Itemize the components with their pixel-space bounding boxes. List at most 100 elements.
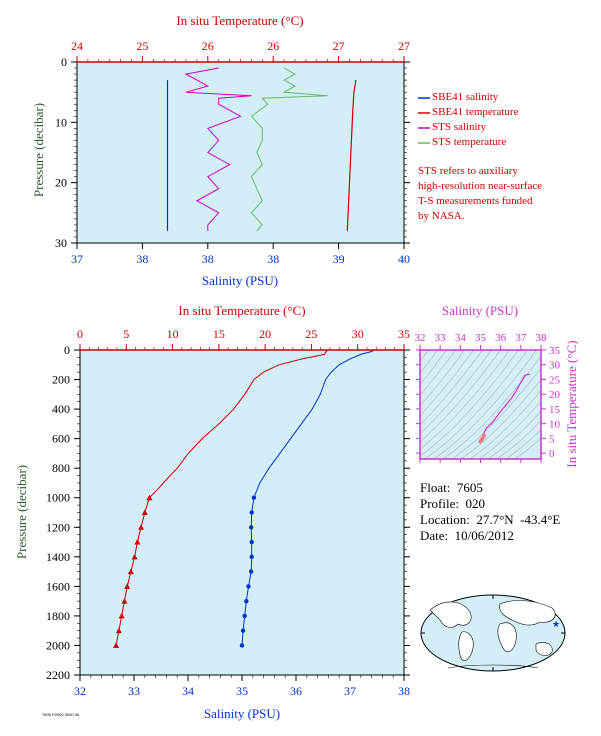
ts-density-contour — [505, 429, 541, 459]
ts-sal-tick-label: 38 — [536, 332, 548, 344]
main-pressure-tick-label: 600 — [52, 432, 70, 446]
main-temperature-line — [115, 349, 329, 646]
sts-note-line-1: STS refers to auxiliary — [418, 165, 518, 177]
ts-density-contour — [420, 350, 492, 434]
main-sal-tick-label: 38 — [398, 684, 410, 698]
main-temp-tick-label: 0 — [77, 327, 83, 341]
main-salinity-marker — [249, 510, 254, 515]
legend-label-sts-salinity: STS salinity — [432, 121, 487, 133]
top-temp-tick-label: 27 — [398, 39, 410, 53]
ts-temp-tick-label: 15 — [549, 404, 561, 416]
top-pressure-ticks: 0 10 20 30 — [55, 55, 410, 250]
legend-label-sbe41-salinity: SBE41 salinity — [432, 91, 499, 103]
ts-sal-tick-label: 32 — [415, 332, 426, 344]
legend — [418, 97, 430, 144]
top-temp-tick-label: 24 — [71, 39, 83, 53]
top-sal-tick-label: 39 — [333, 252, 345, 266]
sts-note-line-2: high-resolution near-surface — [418, 180, 543, 192]
top-temp-tick-label: 27 — [333, 39, 345, 53]
main-pressure-ticks: 0 200 400 600 800 1000 1200 1400 1600 1800 2000 220… — [46, 343, 410, 682]
ts-density-contour — [442, 355, 541, 459]
main-salinity-marker — [248, 525, 254, 530]
main-data-series — [113, 349, 375, 648]
ts-density-contour — [420, 350, 501, 443]
main-pressure-tick-label: 1000 — [46, 491, 70, 505]
ts-temp-tick-label: 0 — [549, 448, 555, 460]
main-salinity-marker — [246, 584, 251, 589]
float-id: Float: 7605 — [420, 480, 483, 495]
map-land-australia — [535, 642, 553, 656]
ts-density-contour — [420, 350, 474, 416]
ts-density-contour — [496, 420, 541, 459]
ts-density-contours — [420, 350, 541, 459]
top-temp-tick-label: 26 — [267, 39, 279, 53]
main-pressure-tick-label: 200 — [52, 373, 70, 387]
main-sal-tick-label: 34 — [182, 684, 194, 698]
ts-density-contour — [420, 350, 519, 457]
main-sal-tick-label: 36 — [290, 684, 302, 698]
main-temp-tick-label: 35 — [398, 327, 410, 341]
main-temperature-marker — [121, 598, 128, 604]
float-location: Location: 27.7°N -43.4°E — [420, 512, 561, 527]
main-sal-tick-label: 37 — [344, 684, 356, 698]
main-sal-tick-label: 35 — [236, 684, 248, 698]
footer-code: 7605 P2000 0000 06 — [42, 712, 80, 717]
main-temperature-marker — [141, 509, 148, 515]
main-plot-area — [80, 350, 404, 675]
main-temp-tick-label: 15 — [213, 327, 225, 341]
main-temperature-marker — [115, 627, 122, 634]
ts-density-contour — [460, 379, 541, 459]
main-temperature-marker — [131, 553, 138, 560]
top-sal-tick-label: 38 — [202, 252, 214, 266]
top-plot-area — [77, 62, 404, 243]
main-temp-tick-label: 30 — [352, 327, 364, 341]
main-temp-ticks: 0 5 10 15 20 25 30 35 — [77, 327, 410, 350]
ts-sal-tick-label: 35 — [475, 332, 487, 344]
ts-sal-tick-label: 34 — [455, 332, 467, 344]
legend-label-sbe41-temperature: SBE41 temperature — [432, 106, 519, 118]
ts-temp-tick-label: 25 — [549, 374, 561, 386]
main-temperature-marker — [124, 583, 131, 589]
main-temp-tick-label: 20 — [259, 327, 271, 341]
ts-density-contour — [487, 410, 541, 459]
top-series-sts-salinity — [184, 67, 252, 231]
main-salinity-marker — [251, 495, 257, 500]
main-temp-tick-label: 10 — [167, 327, 179, 341]
ts-density-contour — [469, 390, 541, 459]
ts-density-contour — [514, 437, 541, 459]
main-temperature-marker — [134, 539, 141, 545]
ts-density-contour — [478, 400, 541, 459]
profile-date: Date: 10/06/2012 — [420, 528, 514, 543]
ts-sal-tick-label: 36 — [495, 332, 507, 344]
main-salinity-marker — [240, 628, 246, 633]
main-salinity-marker — [244, 598, 249, 604]
main-sal-tick-label: 33 — [128, 684, 140, 698]
ts-data-series — [478, 373, 531, 444]
top-sal-axis-title: Salinity (PSU) — [202, 273, 278, 288]
top-temp-ticks: 24 25 26 26 27 27 — [71, 39, 410, 62]
main-sal-tick-label: 32 — [74, 684, 86, 698]
legend-label-sts-temperature: STS temperature — [432, 136, 507, 148]
main-pressure-tick-label: 1200 — [46, 520, 70, 534]
ts-sal-ticks: 32 33 34 35 36 37 38 — [415, 332, 548, 463]
main-pressure-tick-label: 0 — [64, 343, 70, 357]
ts-temp-tick-label: 20 — [549, 389, 561, 401]
main-pressure-tick-label: 2000 — [46, 638, 70, 652]
top-sal-tick-label: 40 — [398, 252, 410, 266]
ts-temp-tick-label: 30 — [549, 360, 561, 372]
top-series-sts-temperature — [250, 67, 328, 232]
top-pressure-axis-title: Pressure (decibar) — [31, 103, 46, 197]
top-pressure-tick-label: 0 — [61, 55, 67, 69]
top-sal-tick-label: 37 — [71, 252, 83, 266]
main-temp-tick-label: 5 — [123, 327, 129, 341]
map-land-americas-south — [458, 631, 474, 661]
float-location-marker: ★ — [552, 619, 560, 629]
ts-density-contour — [433, 350, 537, 459]
top-temp-tick-label: 26 — [202, 39, 214, 53]
ts-density-contour — [420, 350, 465, 407]
top-sal-tick-label: 38 — [267, 252, 279, 266]
top-sal-tick-label: 38 — [136, 252, 148, 266]
top-sal-ticks: 37 38 38 38 39 40 — [71, 243, 410, 266]
ts-temp-ticks: 0 5 10 15 20 25 30 35 — [416, 345, 561, 460]
